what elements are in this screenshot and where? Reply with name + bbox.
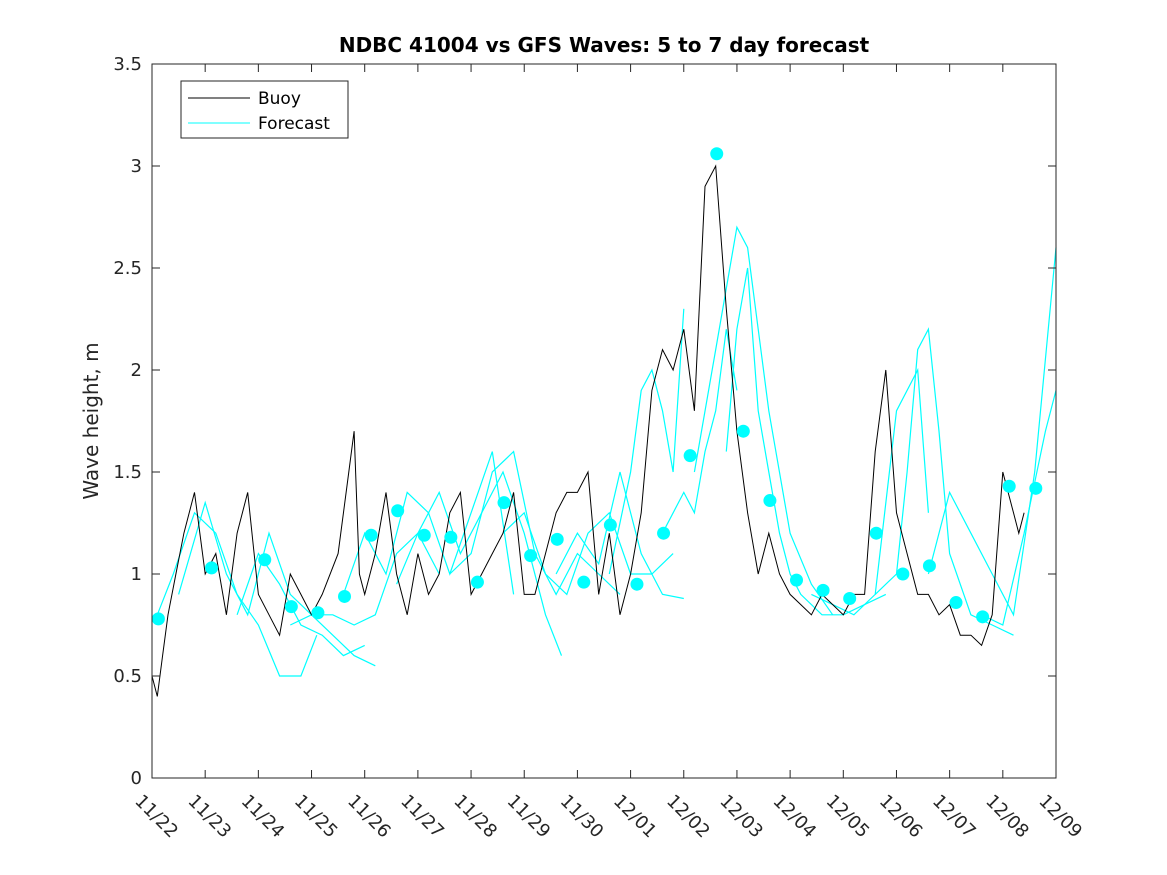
- forecast-point: [843, 591, 857, 605]
- forecast-point: [151, 612, 165, 626]
- forecast-point: [869, 526, 883, 540]
- forecast-point: [1029, 481, 1043, 495]
- chart-title: NDBC 41004 vs GFS Waves: 5 to 7 day fore…: [339, 33, 870, 57]
- forecast-point: [816, 583, 830, 597]
- y-tick-label: 0.5: [113, 666, 142, 687]
- forecast-series-line: [236, 552, 365, 657]
- forecast-point: [630, 577, 644, 591]
- forecast-point: [364, 528, 378, 542]
- y-tick-label: 2.5: [113, 258, 142, 279]
- forecast-point: [284, 600, 298, 614]
- y-axis-label: Wave height, m: [79, 342, 103, 499]
- y-tick-label: 0: [131, 768, 142, 789]
- y-tick-label: 2: [131, 360, 142, 381]
- forecast-point: [417, 528, 431, 542]
- forecast-point: [444, 530, 458, 544]
- forecast-point: [976, 610, 990, 624]
- forecast-point: [736, 424, 750, 438]
- forecast-series-line: [981, 390, 1057, 626]
- forecast-point: [896, 567, 910, 581]
- forecast-point: [311, 606, 325, 620]
- forecast-point: [603, 518, 617, 532]
- y-tick-label: 1: [131, 564, 142, 585]
- legend-box: [180, 80, 349, 139]
- y-tick-label: 3: [131, 156, 142, 177]
- forecast-point: [657, 526, 671, 540]
- forecast-point: [949, 596, 963, 610]
- forecast-point: [577, 575, 591, 589]
- forecast-point: [763, 494, 777, 508]
- forecast-point: [1002, 479, 1016, 493]
- forecast-point: [789, 573, 803, 587]
- forecast-point: [258, 553, 272, 567]
- forecast-series-line: [178, 500, 376, 667]
- axes-box: [151, 63, 1057, 779]
- y-tick-label: 3.5: [113, 54, 142, 75]
- forecast-point: [550, 532, 564, 546]
- forecast-series-line: [555, 471, 684, 600]
- forecast-series-line: [693, 225, 834, 616]
- forecast-point: [497, 496, 511, 510]
- forecast-point: [524, 549, 538, 563]
- forecast-point: [922, 559, 936, 573]
- forecast-point: [337, 589, 351, 603]
- forecast-series-line: [502, 511, 674, 596]
- forecast-point: [205, 561, 219, 575]
- forecast-series-line: [661, 329, 738, 534]
- forecast-series-line: [927, 247, 1057, 617]
- forecast-point: [470, 575, 484, 589]
- forecast-series-line: [608, 308, 685, 575]
- y-tick-label: 1.5: [113, 462, 142, 483]
- legend: Buoy Forecast: [180, 80, 349, 139]
- forecast-point: [391, 504, 405, 518]
- forecast-point: [683, 449, 697, 463]
- y-axis: 0 0.5 1 1.5 2 2.5 3 3.5: [113, 54, 1056, 789]
- legend-label-forecast: Forecast: [258, 114, 330, 134]
- forecast-series-line: [725, 267, 887, 616]
- forecast-points-layer: [151, 147, 1043, 626]
- legend-label-buoy: Buoy: [258, 89, 301, 109]
- plot-area: [152, 64, 1056, 778]
- forecast-point: [710, 147, 724, 161]
- buoy-series-line: [151, 164, 1025, 697]
- series-layer: [151, 164, 1057, 697]
